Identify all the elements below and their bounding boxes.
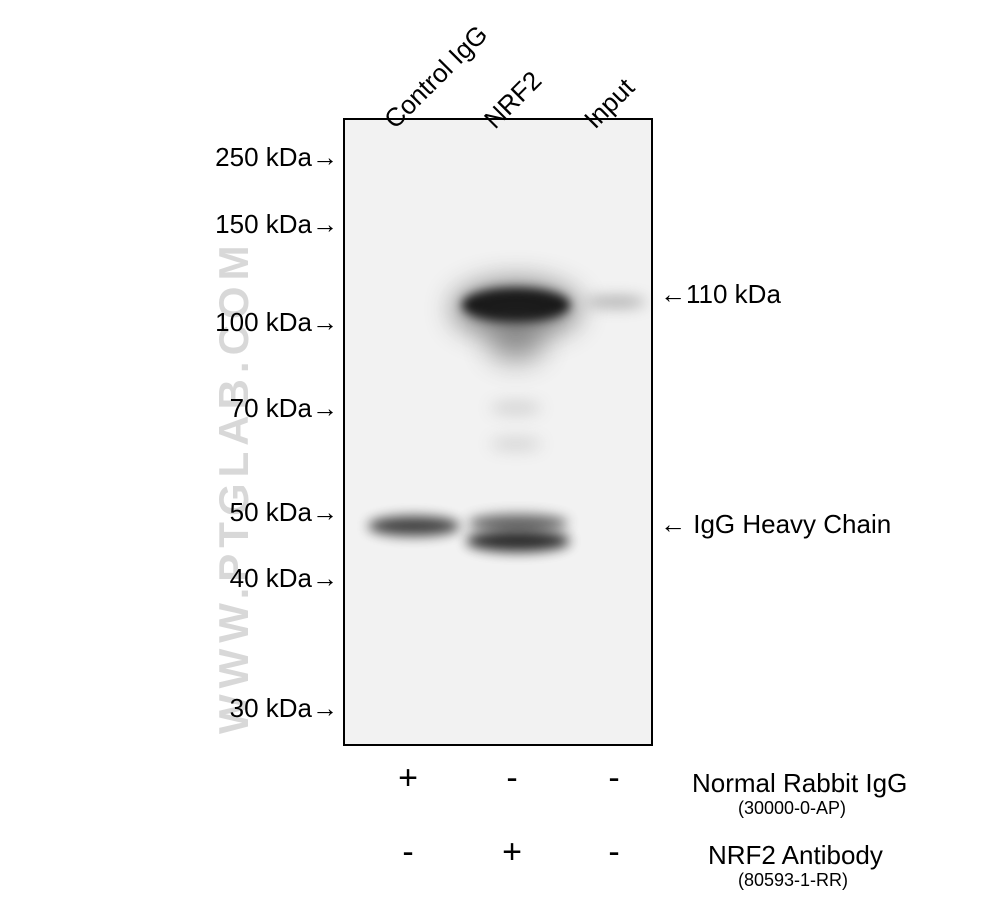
- blot-membrane: [343, 118, 653, 746]
- band-igg-hc-lane2: [466, 530, 570, 552]
- band-nrf2-mid-faint1: [490, 402, 542, 414]
- treat-r2-sub: (80593-1-RR): [738, 870, 848, 891]
- treat-r2-l1: -: [388, 833, 428, 872]
- treat-r2-label: NRF2 Antibody: [708, 840, 883, 871]
- watermark-text: WWW.PTGLAB.COM: [210, 114, 258, 734]
- mw-label-150: 150 kDa→: [0, 209, 338, 240]
- mw-label-40: 40 kDa→: [0, 563, 338, 594]
- target-label-igg-heavy-chain: ← IgG Heavy Chain: [660, 509, 891, 540]
- target-label-110kda: ←110 kDa: [660, 279, 781, 310]
- mw-label-250: 250 kDa→: [0, 142, 338, 173]
- figure-canvas: WWW.PTGLAB.COM Control IgG NRF2 Input 25…: [0, 0, 1000, 903]
- mw-label-50: 50 kDa→: [0, 497, 338, 528]
- treat-r1-sub: (30000-0-AP): [738, 798, 846, 819]
- band-nrf2-tail: [488, 326, 544, 362]
- treat-r1-l1: +: [388, 759, 428, 798]
- mw-label-70: 70 kDa→: [0, 393, 338, 424]
- band-igg-hc-lane1: [368, 516, 460, 536]
- treat-r1-l3: -: [594, 759, 634, 798]
- treat-r2-l3: -: [594, 833, 634, 872]
- treat-r1-l2: -: [492, 759, 532, 798]
- mw-label-30: 30 kDa→: [0, 693, 338, 724]
- band-nrf2-mid-faint2: [490, 438, 542, 450]
- treat-r1-label: Normal Rabbit IgG: [692, 768, 907, 799]
- mw-label-100: 100 kDa→: [0, 307, 338, 338]
- treat-r2-l2: +: [492, 833, 532, 872]
- band-input-faint: [586, 296, 646, 308]
